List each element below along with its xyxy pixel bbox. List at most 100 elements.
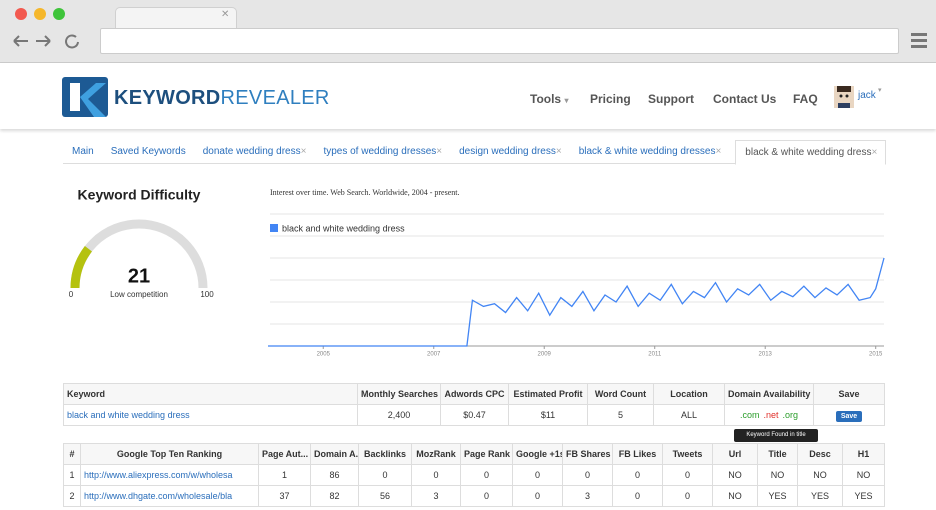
header-cell: H1 bbox=[842, 443, 885, 465]
cell: 0 bbox=[460, 464, 513, 486]
cell: 3 bbox=[562, 485, 613, 507]
trend-chart: Interest over time. Web Search. Worldwid… bbox=[268, 188, 885, 358]
cell: 0 bbox=[358, 464, 412, 486]
tab-close[interactable]: × bbox=[436, 146, 443, 157]
header-cell: Location bbox=[653, 383, 725, 405]
tab[interactable]: design wedding dress× bbox=[450, 140, 570, 163]
difficulty-value: 21 bbox=[128, 265, 150, 287]
nav-tools[interactable]: Tools ▾ bbox=[530, 92, 569, 106]
nav-label: Tools bbox=[530, 92, 562, 106]
domain-tld[interactable]: .org bbox=[782, 410, 799, 420]
user-caret[interactable]: ▾ bbox=[878, 87, 882, 94]
header-cell: Estimated Profit bbox=[508, 383, 588, 405]
tab-close[interactable]: × bbox=[555, 146, 562, 157]
cell: NO bbox=[712, 464, 758, 486]
legend-swatch bbox=[270, 224, 278, 232]
x-tick-label: 2009 bbox=[538, 352, 552, 358]
header-cell: # bbox=[63, 443, 81, 465]
x-tick-label: 2007 bbox=[427, 352, 441, 358]
gauge-min: 0 bbox=[69, 290, 74, 299]
logo-bold: KEYWORD bbox=[114, 87, 221, 109]
header-cell: Tweets bbox=[662, 443, 713, 465]
maximize-dot[interactable] bbox=[53, 8, 65, 20]
cell: Save bbox=[813, 404, 885, 426]
chart-title: Interest over time. Web Search. Worldwid… bbox=[270, 188, 459, 197]
cell: black and white wedding dress bbox=[63, 404, 358, 426]
header-cell: Adwords CPC bbox=[440, 383, 509, 405]
domain-tld[interactable]: .net bbox=[763, 410, 779, 420]
cell: 2 bbox=[63, 485, 81, 507]
cell: 0 bbox=[662, 464, 713, 486]
cell: NO bbox=[712, 485, 758, 507]
tab-close[interactable]: × bbox=[300, 146, 307, 157]
header-cell: Monthly Searches bbox=[357, 383, 441, 405]
tab[interactable]: Main bbox=[63, 140, 102, 163]
ranking-row: 2 http://www.dhgate.com/wholesale/bla 37 82… bbox=[63, 485, 885, 507]
cell: 2,400 bbox=[357, 404, 441, 426]
url-link[interactable]: http://www.aliexpress.com/w/wholesa bbox=[84, 470, 233, 480]
difficulty-widget: Keyword Difficulty 21 Low competition 0 … bbox=[69, 187, 214, 299]
header-cell: Page Rank bbox=[460, 443, 513, 465]
ranking-table: # Google Top Ten Ranking Page Aut... Domain… bbox=[63, 443, 885, 507]
cell: 86 bbox=[310, 464, 359, 486]
domain-tld[interactable]: .com bbox=[739, 410, 760, 420]
cell: 1 bbox=[63, 464, 81, 486]
url-link[interactable]: http://www.dhgate.com/wholesale/bla bbox=[84, 491, 233, 501]
keyword-tabs: Main Saved Keywords donate wedding dress× t… bbox=[63, 140, 887, 165]
logo-icon[interactable] bbox=[62, 77, 110, 117]
header-cell: Title bbox=[757, 443, 798, 465]
tab[interactable]: black & white wedding dresses× bbox=[570, 140, 730, 163]
cell: NO bbox=[757, 464, 798, 486]
header-cell: FB Likes bbox=[612, 443, 663, 465]
logo-text[interactable]: KEYWORDREVEALER bbox=[114, 87, 330, 110]
avatar[interactable] bbox=[834, 86, 854, 108]
reload-icon[interactable] bbox=[65, 34, 79, 49]
nav-support[interactable]: Support bbox=[648, 92, 694, 106]
back-icon[interactable] bbox=[13, 35, 28, 47]
browser-tab[interactable] bbox=[115, 7, 237, 28]
forward-icon[interactable] bbox=[36, 35, 51, 47]
cell: YES bbox=[797, 485, 843, 507]
nav-contact[interactable]: Contact Us bbox=[713, 92, 777, 106]
cell: http://www.aliexpress.com/w/wholesa bbox=[80, 464, 259, 486]
tooltip: Keyword Found in title bbox=[734, 429, 818, 442]
user-name[interactable]: jack bbox=[858, 90, 876, 101]
tab-label: types of wedding dresses bbox=[323, 146, 437, 157]
legend-label: black and white wedding dress bbox=[282, 223, 405, 233]
gauge-max: 100 bbox=[200, 290, 214, 299]
tab[interactable]: black & white wedding dress× bbox=[735, 140, 887, 165]
cell: 0 bbox=[460, 485, 513, 507]
cell: NO bbox=[842, 464, 885, 486]
cell: YES bbox=[757, 485, 798, 507]
tab-close[interactable]: × bbox=[715, 146, 722, 157]
cell: .com .net .org bbox=[724, 404, 814, 426]
gauge-fill bbox=[70, 246, 93, 289]
cell: 3 bbox=[411, 485, 461, 507]
nav-pricing[interactable]: Pricing bbox=[590, 92, 631, 106]
header-cell: Page Aut... bbox=[258, 443, 311, 465]
address-bar[interactable] bbox=[100, 28, 899, 54]
tab-close-icon[interactable]: ✕ bbox=[221, 9, 230, 20]
ranking-row: 1 http://www.aliexpress.com/w/wholesa 1 86 0… bbox=[63, 464, 885, 486]
tab[interactable]: Saved Keywords bbox=[102, 140, 194, 163]
header-cell: Url bbox=[712, 443, 758, 465]
cell: 0 bbox=[512, 485, 563, 507]
tab[interactable]: donate wedding dress× bbox=[194, 140, 315, 163]
cell: http://www.dhgate.com/wholesale/bla bbox=[80, 485, 259, 507]
tab-close[interactable]: × bbox=[871, 147, 878, 158]
x-tick-label: 2013 bbox=[759, 352, 773, 358]
keyword-link[interactable]: black and white wedding dress bbox=[67, 410, 190, 420]
cell: 56 bbox=[358, 485, 412, 507]
menu-icon[interactable] bbox=[911, 31, 929, 49]
save-button[interactable]: Save bbox=[835, 411, 863, 422]
tab-label: Saved Keywords bbox=[110, 146, 186, 157]
close-dot[interactable] bbox=[15, 8, 27, 20]
nav-faq[interactable]: FAQ bbox=[793, 92, 818, 106]
cell: $11 bbox=[508, 404, 588, 426]
tab[interactable]: types of wedding dresses× bbox=[314, 140, 450, 163]
cell: YES bbox=[842, 485, 885, 507]
minimize-dot[interactable] bbox=[34, 8, 46, 20]
cell: NO bbox=[797, 464, 843, 486]
header-cell: Google +1s bbox=[512, 443, 563, 465]
